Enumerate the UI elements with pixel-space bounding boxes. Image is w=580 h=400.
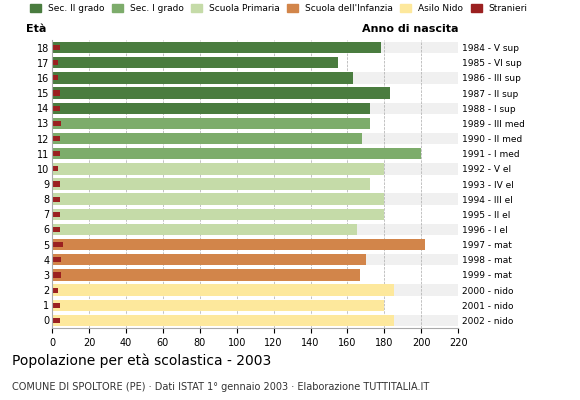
Bar: [52, 318, 60, 323]
Bar: [52, 315, 458, 326]
Bar: [52, 254, 458, 266]
Bar: [52, 42, 458, 53]
Bar: [52, 254, 366, 266]
Bar: [52, 315, 394, 326]
Text: Popolazione per età scolastica - 2003: Popolazione per età scolastica - 2003: [12, 354, 271, 368]
Bar: [52, 151, 60, 156]
Bar: [52, 60, 58, 65]
Bar: [52, 227, 60, 232]
Bar: [52, 118, 369, 129]
Bar: [52, 239, 425, 250]
Bar: [52, 106, 60, 111]
Text: COMUNE DI SPOLTORE (PE) · Dati ISTAT 1° gennaio 2003 · Elaborazione TUTTITALIA.I: COMUNE DI SPOLTORE (PE) · Dati ISTAT 1° …: [12, 382, 429, 392]
Bar: [52, 257, 61, 262]
Bar: [52, 42, 380, 53]
Bar: [52, 272, 61, 278]
Bar: [52, 163, 458, 174]
Bar: [52, 102, 369, 114]
Bar: [52, 45, 60, 50]
Bar: [52, 300, 385, 311]
Bar: [52, 87, 390, 99]
Bar: [52, 197, 60, 202]
Bar: [52, 212, 60, 217]
Bar: [52, 72, 458, 84]
Bar: [52, 148, 421, 159]
Bar: [52, 242, 63, 247]
Bar: [52, 102, 458, 114]
Bar: [52, 163, 385, 174]
Bar: [52, 194, 458, 205]
Text: Anno di nascita: Anno di nascita: [362, 24, 458, 34]
Legend: Sec. II grado, Sec. I grado, Scuola Primaria, Scuola dell'Infanzia, Asilo Nido, : Sec. II grado, Sec. I grado, Scuola Prim…: [30, 4, 528, 13]
Bar: [52, 57, 338, 68]
Bar: [52, 178, 369, 190]
Bar: [52, 166, 58, 172]
Bar: [52, 121, 61, 126]
Bar: [52, 194, 385, 205]
Bar: [52, 284, 458, 296]
Bar: [52, 133, 458, 144]
Bar: [52, 209, 385, 220]
Bar: [52, 288, 58, 293]
Bar: [52, 224, 458, 235]
Bar: [52, 182, 60, 186]
Bar: [52, 284, 394, 296]
Bar: [52, 303, 60, 308]
Bar: [52, 75, 58, 80]
Bar: [52, 72, 353, 84]
Bar: [52, 269, 360, 281]
Bar: [52, 224, 357, 235]
Bar: [52, 133, 362, 144]
Bar: [52, 136, 60, 141]
Text: Età: Età: [26, 24, 46, 34]
Bar: [52, 90, 60, 96]
